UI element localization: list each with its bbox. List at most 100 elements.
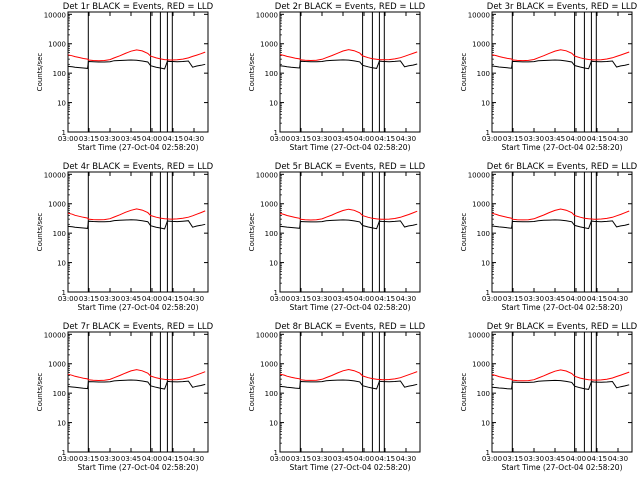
det-5-y-axis-label: Counts/sec [248,213,256,252]
det-3-x-tick-label: 03:15 [503,135,523,143]
det-7-x-axis-label: Start Time (27-Oct-04 02:58:20) [77,463,198,472]
det-7-y-tick-label: 10000 [44,331,66,339]
det-6-panel: Det 6r BLACK = Events, RED = LLD 1 10 100 10… [460,162,638,312]
det-7-x-tick-label: 04:00 [142,455,162,463]
det-9-x-tick-label: 03:45 [545,455,565,463]
det-7-panel: Det 7r BLACK = Events, RED = LLD 1 10 100 10… [36,322,214,472]
det-8-events-line [279,379,418,390]
det-4-x-axis-label: Start Time (27-Oct-04 02:58:20) [77,303,198,312]
det-7-title: Det 7r BLACK = Events, RED = LLD [63,322,214,332]
det-9-plot-frame [491,331,633,453]
det-2-x-tick-label: 03:00 [270,135,290,143]
det-6-lld-line [491,208,630,221]
det-5-x-tick-label: 03:00 [270,295,290,303]
det-6-y-tick-label: 10000 [468,171,490,179]
det-4-panel: Det 4r BLACK = Events, RED = LLD 1 10 100 10… [36,162,214,312]
det-7-y-tick-label: 100 [53,390,66,398]
det-8-x-tick-label: 03:30 [312,455,332,463]
det-8-panel: Det 8r BLACK = Events, RED = LLD 1 10 100 10… [248,322,426,472]
det-5-title: Det 5r BLACK = Events, RED = LLD [275,162,426,172]
det-2-x-tick-label: 03:45 [333,135,353,143]
det-7-y-tick-label: 10 [57,420,66,428]
det-1-title: Det 1r BLACK = Events, RED = LLD [63,2,214,12]
det-9-x-tick-label: 04:30 [608,455,628,463]
det-5-y-tick-label: 10000 [256,171,278,179]
det-8-x-tick-label: 04:15 [375,455,395,463]
det-8-x-axis-label: Start Time (27-Oct-04 02:58:20) [289,463,410,472]
det-7-lld-line [67,369,206,382]
det-8-lld-line [279,368,418,381]
det-5-x-axis-label: Start Time (27-Oct-04 02:58:20) [289,303,410,312]
det-4-x-tick-label: 04:30 [184,295,204,303]
det-4-y-tick-label: 1 [62,289,66,297]
det-2-y-tick-label: 10000 [256,11,278,19]
det-1-y-tick-label: 1000 [48,41,66,49]
det-6-y-axis-label: Counts/sec [460,213,468,252]
det-1-y-tick-label: 1 [62,129,66,137]
det-2-events-line [279,59,418,69]
det-7-x-tick-label: 03:15 [79,455,99,463]
det-5-lld-line [279,208,418,221]
det-2-y-axis-label: Counts/sec [248,53,256,92]
det-6-y-tick-label: 10 [481,260,490,268]
det-6-y-tick-label: 1000 [472,201,490,209]
det-6-events-line [491,219,630,230]
det-8-x-tick-label: 04:30 [396,455,416,463]
det-1-y-tick-label: 100 [53,70,66,78]
det-6-y-tick-label: 1 [486,289,490,297]
det-6-x-axis-label: Start Time (27-Oct-04 02:58:20) [501,303,622,312]
det-9-x-tick-label: 04:00 [566,455,586,463]
det-9-x-tick-label: 04:15 [587,455,607,463]
det-9-panel: Det 9r BLACK = Events, RED = LLD 1 10 100 10… [460,322,638,472]
det-3-x-tick-label: 04:30 [608,135,628,143]
det-3-plot-frame [491,11,633,133]
det-4-x-tick-label: 03:15 [79,295,99,303]
det-2-x-tick-label: 04:30 [396,135,416,143]
det-1-x-tick-label: 03:45 [121,135,141,143]
det-8-plot-frame [279,331,421,453]
det-3-x-tick-label: 03:00 [482,135,502,143]
det-3-title: Det 3r BLACK = Events, RED = LLD [487,2,638,12]
det-5-x-tick-label: 04:00 [354,295,374,303]
det-4-y-tick-label: 1000 [48,201,66,209]
det-4-x-tick-label: 04:15 [163,295,183,303]
det-3-y-axis-label: Counts/sec [460,53,468,92]
det-1-lld-line [67,49,206,62]
det-4-plot-frame [67,171,209,293]
det-2-panel: Det 2r BLACK = Events, RED = LLD 1 10 100 10… [248,2,426,152]
det-7-y-tick-label: 1000 [48,361,66,369]
det-6-title: Det 6r BLACK = Events, RED = LLD [487,162,638,172]
det-9-y-tick-label: 100 [477,390,490,398]
det-1-x-tick-label: 03:15 [79,135,99,143]
det-5-y-tick-label: 100 [265,230,278,238]
det-9-y-tick-label: 10 [481,420,490,428]
det-9-y-tick-label: 1 [486,449,490,457]
det-6-x-tick-label: 03:00 [482,295,502,303]
det-1-x-tick-label: 03:00 [58,135,78,143]
det-1-panel: Det 1r BLACK = Events, RED = LLD 1 10 100 10… [36,2,214,152]
det-3-y-tick-label: 100 [477,70,490,78]
det-6-x-tick-label: 03:15 [503,295,523,303]
det-1-x-tick-label: 04:15 [163,135,183,143]
det-6-plot-frame [491,171,633,293]
det-5-x-tick-label: 03:45 [333,295,353,303]
det-8-x-tick-label: 04:00 [354,455,374,463]
det-8-y-tick-label: 10 [269,420,278,428]
det-1-x-tick-label: 03:30 [100,135,120,143]
det-4-y-axis-label: Counts/sec [36,213,44,252]
det-7-y-axis-label: Counts/sec [36,373,44,412]
det-6-y-tick-label: 100 [477,230,490,238]
det-5-x-tick-label: 04:15 [375,295,395,303]
det-5-y-tick-label: 1000 [260,201,278,209]
det-3-x-axis-label: Start Time (27-Oct-04 02:58:20) [501,143,622,152]
det-8-x-tick-label: 03:00 [270,455,290,463]
det-5-events-line [279,219,418,230]
det-4-x-tick-label: 03:00 [58,295,78,303]
det-1-x-axis-label: Start Time (27-Oct-04 02:58:20) [77,143,198,152]
det-7-events-line [67,379,206,390]
det-2-x-tick-label: 03:30 [312,135,332,143]
det-5-x-tick-label: 03:30 [312,295,332,303]
det-3-x-tick-label: 04:15 [587,135,607,143]
det-3-panel: Det 3r BLACK = Events, RED = LLD 1 10 100 10… [460,2,638,152]
